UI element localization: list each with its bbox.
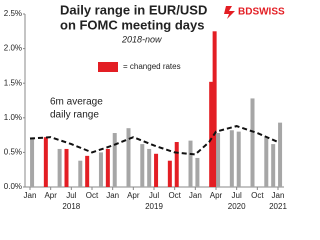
bar bbox=[140, 144, 145, 187]
y-tick-label: 1.5% bbox=[4, 78, 22, 87]
bar bbox=[64, 148, 69, 187]
x-tick-label: Apr bbox=[210, 191, 223, 200]
chart-title: on FOMC meeting days bbox=[60, 17, 204, 32]
bar bbox=[216, 133, 221, 187]
chart-title: Daily range in EUR/USD bbox=[60, 2, 207, 17]
x-tick-label: Jul bbox=[149, 191, 159, 200]
x-tick-label: Jan bbox=[189, 191, 202, 200]
x-tick-label: Jan bbox=[24, 191, 37, 200]
legend-label: = changed rates bbox=[123, 62, 181, 71]
bar bbox=[85, 155, 90, 187]
bar bbox=[250, 98, 255, 187]
y-tick-label: 0.5% bbox=[4, 148, 22, 157]
line-annotation: 6m average bbox=[50, 97, 103, 108]
bar bbox=[195, 157, 200, 187]
bar bbox=[78, 160, 83, 187]
bar bbox=[188, 140, 193, 187]
year-label: 2018 bbox=[62, 202, 80, 211]
x-tick-label: Apr bbox=[44, 191, 57, 200]
chart-subtitle: 2018-now bbox=[121, 34, 162, 44]
logo-icon bbox=[224, 6, 235, 19]
x-tick-label: Jan bbox=[272, 191, 285, 200]
bar bbox=[112, 133, 117, 187]
year-label: 2020 bbox=[228, 202, 246, 211]
chart: Daily range in EUR/USD on FOMC meeting d… bbox=[4, 2, 288, 211]
bar bbox=[236, 131, 241, 187]
y-tick-label: 2.5% bbox=[4, 9, 22, 18]
y-tick-label: 1.0% bbox=[4, 113, 22, 122]
bar bbox=[147, 148, 152, 187]
bar bbox=[57, 148, 62, 187]
x-tick-label: Oct bbox=[168, 191, 181, 200]
bar bbox=[212, 31, 217, 187]
year-label: 2021 bbox=[269, 202, 287, 211]
logo: BDSWISS bbox=[224, 6, 285, 19]
y-tick-label: 0.0% bbox=[4, 182, 22, 191]
x-tick-label: Jul bbox=[232, 191, 242, 200]
bar bbox=[98, 152, 103, 187]
bar bbox=[209, 81, 214, 187]
bar bbox=[174, 142, 179, 187]
x-tick-label: Apr bbox=[127, 191, 140, 200]
x-tick-label: Oct bbox=[251, 191, 264, 200]
legend-swatch bbox=[98, 62, 118, 72]
bar bbox=[30, 138, 35, 187]
line-annotation: daily range bbox=[50, 110, 99, 121]
bar bbox=[43, 137, 48, 187]
bar bbox=[126, 128, 131, 187]
bar bbox=[229, 130, 234, 187]
x-tick-label: Jul bbox=[66, 191, 76, 200]
year-label: 2019 bbox=[145, 202, 163, 211]
y-tick-label: 2.0% bbox=[4, 44, 22, 53]
x-tick-label: Oct bbox=[86, 191, 99, 200]
bar bbox=[154, 153, 159, 187]
bar bbox=[167, 160, 172, 187]
logo-text: BDSWISS bbox=[238, 7, 285, 18]
bar bbox=[278, 122, 283, 187]
bar bbox=[264, 137, 269, 187]
bar bbox=[105, 148, 110, 187]
bar bbox=[271, 144, 276, 187]
x-tick-label: Jan bbox=[106, 191, 119, 200]
